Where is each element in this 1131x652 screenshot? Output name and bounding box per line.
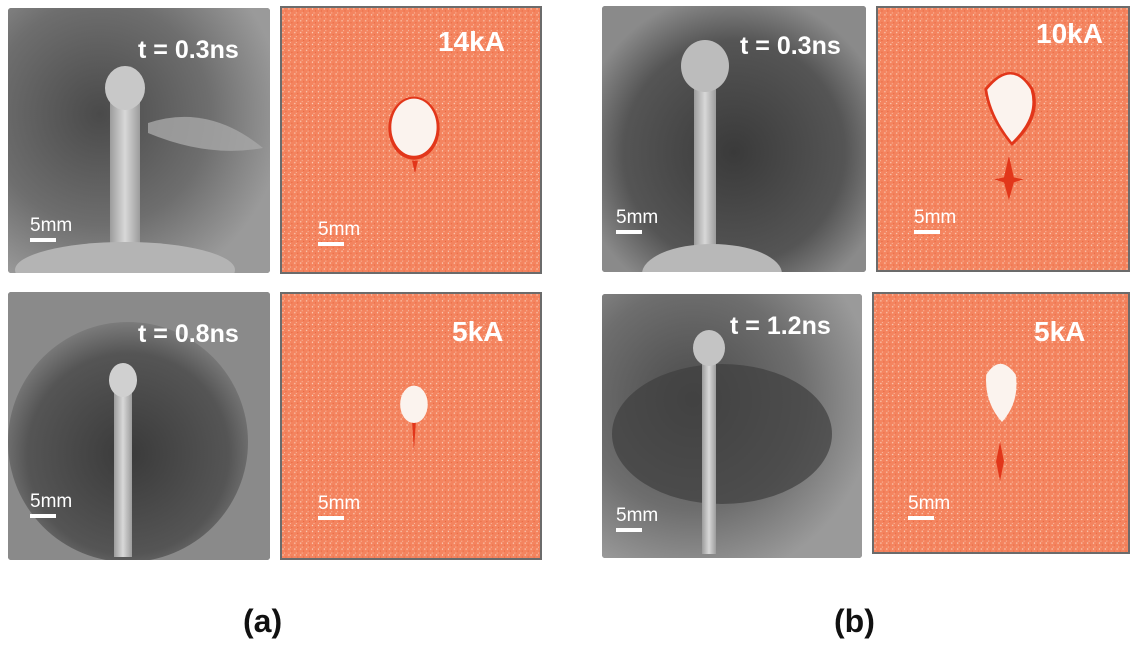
simulation-a-top-image bbox=[282, 8, 540, 272]
scale-text: 5mm bbox=[616, 207, 659, 228]
time-label: t = 0.3ns bbox=[740, 32, 841, 60]
current-label: 5kA bbox=[1034, 316, 1086, 347]
scale-line bbox=[30, 238, 56, 242]
simulation-b-top-image bbox=[878, 8, 1128, 270]
radiograph-b-bottom: t = 1.2ns 5mm bbox=[602, 294, 862, 558]
radiograph-b-top: t = 0.3ns 5mm bbox=[602, 6, 866, 272]
radiograph-a-bottom: t = 0.8ns 5mm bbox=[8, 292, 270, 560]
scale-bar: 5mm bbox=[318, 220, 360, 246]
current-label: 14kA bbox=[438, 26, 505, 57]
radiograph-a-top: t = 0.3ns 5mm bbox=[8, 8, 270, 273]
scale-text: 5mm bbox=[318, 219, 361, 240]
scale-text: 5mm bbox=[914, 207, 957, 228]
simulation-b-top: 10kA 5mm bbox=[876, 6, 1130, 272]
radiograph-b-top-image bbox=[602, 6, 866, 272]
scale-bar: 5mm bbox=[914, 208, 956, 234]
scale-text: 5mm bbox=[908, 493, 951, 514]
scale-line bbox=[908, 516, 934, 520]
scale-bar: 5mm bbox=[30, 216, 72, 242]
scale-text: 5mm bbox=[318, 493, 361, 514]
scale-bar: 5mm bbox=[908, 494, 950, 520]
caption-b: (b) bbox=[834, 603, 875, 639]
simulation-b-bottom: 5kA 5mm bbox=[872, 292, 1130, 554]
scale-bar: 5mm bbox=[30, 492, 72, 518]
scale-text: 5mm bbox=[30, 491, 73, 512]
radiograph-b-bottom-image bbox=[602, 294, 862, 558]
scale-line bbox=[914, 230, 940, 234]
simulation-a-top: 14kA 5mm bbox=[280, 6, 542, 274]
scale-line bbox=[30, 514, 56, 518]
scale-text: 5mm bbox=[30, 215, 73, 236]
time-label: t = 0.8ns bbox=[138, 320, 239, 348]
scale-line bbox=[616, 528, 642, 532]
scale-line bbox=[318, 516, 344, 520]
scale-line bbox=[616, 230, 642, 234]
current-label: 5kA bbox=[452, 316, 504, 347]
scale-bar: 5mm bbox=[616, 208, 658, 234]
radiograph-a-top-image bbox=[8, 8, 270, 273]
time-label: t = 0.3ns bbox=[138, 36, 239, 64]
simulation-b-bottom-image bbox=[874, 294, 1128, 552]
scale-bar: 5mm bbox=[318, 494, 360, 520]
simulation-a-bottom: 5kA 5mm bbox=[280, 292, 542, 560]
scale-bar: 5mm bbox=[616, 506, 658, 532]
time-label: t = 1.2ns bbox=[730, 312, 831, 340]
simulation-a-bottom-image bbox=[282, 294, 540, 558]
caption-a: (a) bbox=[243, 603, 283, 639]
scale-line bbox=[318, 242, 344, 246]
current-label: 10kA bbox=[1036, 18, 1103, 49]
scale-text: 5mm bbox=[616, 505, 659, 526]
